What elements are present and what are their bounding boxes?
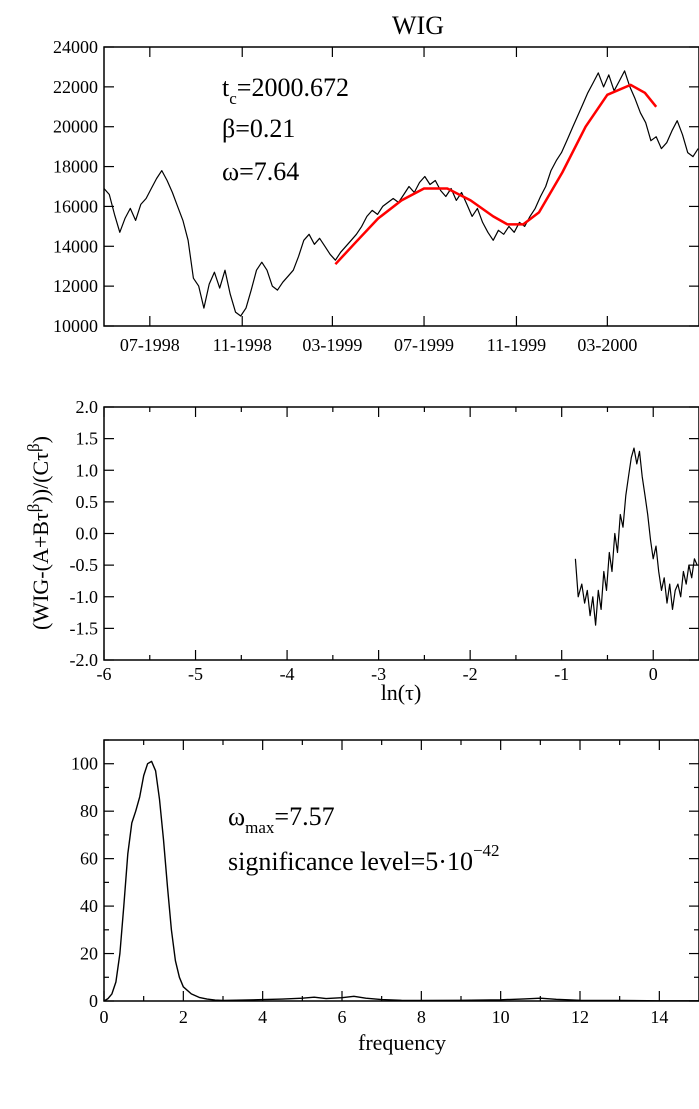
x-tick-label: -2 [463, 664, 478, 684]
svg-text:(WIG-(A+Bτβ))/(Cτβ): (WIG-(A+Bτβ))/(Cτβ) [24, 436, 53, 630]
y-tick-label: 10000 [53, 316, 98, 336]
y-tick-label: 0.0 [76, 524, 99, 544]
y-axis-label: (WIG-(A+Bτβ))/(Cτβ) [24, 436, 53, 630]
y-tick-label: 22000 [53, 77, 98, 97]
beta-annotation: β=0.21 [222, 114, 295, 143]
fit-series-line [334, 83, 658, 266]
y-tick-label: 16000 [53, 196, 98, 216]
panel-frame [103, 46, 699, 327]
y-tick-label: 18000 [53, 157, 98, 177]
spectrum-panel: 0 20 40 60 80 100 0 2 4 6 8 10 12 14 frequency ωmax=7… [71, 739, 699, 1055]
y-tick-label: 12000 [53, 276, 98, 296]
y-tick-label: 100 [71, 754, 98, 774]
x-tick-label: 8 [417, 1007, 426, 1027]
x-tick-label: 0 [649, 664, 658, 684]
x-tick-label: -1 [554, 664, 569, 684]
x-tick-label: 03-2000 [577, 335, 637, 355]
y-tick-label: 1.0 [76, 460, 99, 480]
y-tick-label: 20 [80, 944, 98, 964]
y-tick-label: 40 [80, 896, 98, 916]
y-tick-label: -1.5 [70, 618, 99, 638]
y-tick-label: 2.0 [76, 397, 99, 417]
wig-series-line [103, 70, 699, 317]
residual-panel: -2.0 -1.5 -1.0 -0.5 0.0 0.5 1.0 1.5 2.0 -6 -5 -4 -3 -… [24, 397, 699, 705]
x-tick-label: 6 [338, 1007, 347, 1027]
y-tick-label: 24000 [53, 37, 98, 57]
omega-max-annotation: ωmax=7.57 [228, 802, 335, 837]
tc-annotation: tc=2000.672 [222, 73, 349, 108]
residual-series-line [574, 447, 698, 626]
x-tick-label: 12 [571, 1007, 589, 1027]
x-tick-label: -5 [188, 664, 203, 684]
x-axis-label: ln(τ) [381, 680, 422, 705]
x-tick-label: -6 [97, 664, 112, 684]
x-tick-label: 4 [258, 1007, 267, 1027]
y-tick-label: 1.5 [76, 429, 99, 449]
panel-frame [103, 406, 699, 661]
x-tick-label: 10 [492, 1007, 510, 1027]
x-tick-label: 11-1999 [487, 335, 546, 355]
y-tick-label: 20000 [53, 117, 98, 137]
x-tick-label: -3 [371, 664, 386, 684]
y-tick-label: 80 [80, 801, 98, 821]
spectrum-series-line [103, 760, 699, 1002]
y-tick-label: 0 [89, 991, 98, 1011]
omega-annotation: ω=7.64 [222, 157, 299, 186]
significance-annotation: significance level=5·10−42 [228, 841, 500, 876]
x-tick-label: 0 [100, 1007, 109, 1027]
x-axis-label: frequency [358, 1030, 446, 1055]
y-tick-label: -1.0 [70, 587, 99, 607]
y-tick-label: 0.5 [76, 492, 99, 512]
x-tick-label: 07-1998 [120, 335, 180, 355]
y-tick-label: -0.5 [70, 555, 99, 575]
x-tick-label: 03-1999 [302, 335, 362, 355]
x-tick-label: 2 [179, 1007, 188, 1027]
y-tick-label: -2.0 [70, 650, 99, 670]
x-tick-label: 11-1998 [213, 335, 272, 355]
wig-index-panel: 10000 12000 14000 16000 18000 20000 22000 24000… [53, 37, 699, 355]
figure-title: WIG [392, 11, 444, 40]
x-tick-label: 14 [650, 1007, 668, 1027]
x-tick-label: -4 [280, 664, 295, 684]
y-tick-label: 14000 [53, 236, 98, 256]
x-tick-label: 07-1999 [394, 335, 454, 355]
y-tick-label: 60 [80, 849, 98, 869]
